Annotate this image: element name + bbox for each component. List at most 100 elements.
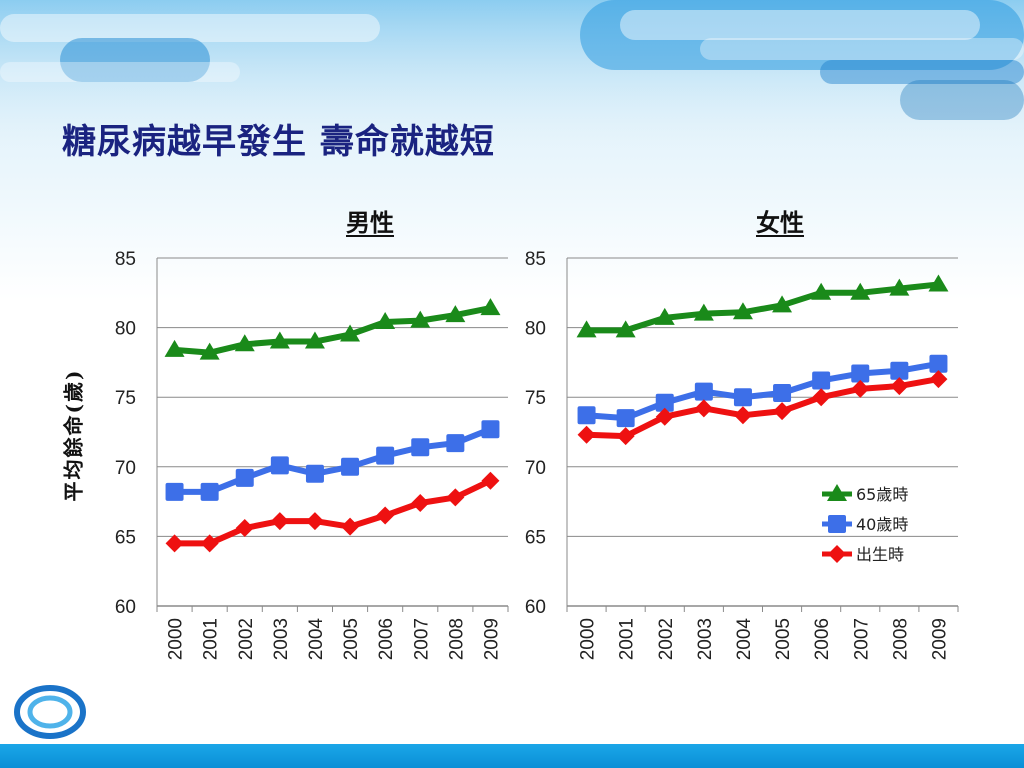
data-point-65: [615, 320, 636, 338]
data-point-65: [889, 278, 910, 296]
data-point-birth: [200, 534, 219, 553]
data-point-birth: [733, 406, 752, 425]
data-point-40: [341, 457, 360, 476]
data-point-40: [481, 420, 500, 439]
x-tick-label: 2000: [166, 618, 187, 660]
x-tick-label: 2005: [341, 618, 362, 660]
slide-title: 糖尿病越早發生 壽命就越短: [62, 122, 495, 162]
data-point-65: [928, 274, 949, 292]
y-tick-label: 75: [115, 388, 136, 409]
data-point-birth: [235, 519, 254, 538]
data-point-65: [164, 339, 185, 357]
x-tick-label: 2007: [411, 618, 432, 660]
x-tick-label: 2008: [446, 618, 467, 660]
data-point-birth: [929, 370, 948, 389]
series-line-65: [171, 305, 494, 356]
data-point-birth: [376, 506, 395, 525]
x-tick-label: 2007: [851, 618, 872, 660]
data-point-40: [655, 393, 674, 412]
y-tick-label: 80: [115, 319, 136, 340]
data-point-65: [304, 331, 325, 349]
data-point-65: [445, 305, 466, 323]
data-point-65: [732, 302, 753, 320]
data-point-40: [577, 406, 596, 425]
chart-title-male: 男性: [346, 208, 394, 237]
y-tick-label: 80: [525, 319, 546, 340]
x-tick-label: 2002: [236, 618, 257, 660]
data-point-65: [693, 303, 714, 321]
series-40: [577, 354, 948, 428]
data-point-65: [576, 320, 597, 338]
legend-label: 65歲時: [856, 485, 908, 504]
x-tick-label: 2008: [890, 618, 911, 660]
data-point-birth: [616, 427, 635, 446]
data-point-65: [772, 295, 793, 313]
x-tick-label: 2004: [306, 618, 327, 661]
data-point-40: [376, 446, 395, 465]
data-point-birth: [577, 425, 596, 444]
data-point-birth: [411, 493, 430, 512]
data-point-birth: [446, 488, 465, 507]
data-point-40: [270, 456, 289, 475]
legend-label: 40歲時: [856, 515, 908, 534]
y-tick-label: 60: [115, 597, 136, 618]
data-point-birth: [165, 534, 184, 553]
series-65: [576, 274, 949, 338]
x-tick-label: 2009: [929, 618, 950, 660]
legend-marker: [828, 515, 846, 533]
series-line-40: [583, 360, 942, 422]
data-point-65: [480, 298, 501, 316]
x-tick-label: 2000: [578, 618, 599, 660]
series-birth: [577, 370, 948, 446]
data-point-birth: [341, 517, 360, 536]
data-point-40: [929, 354, 948, 373]
y-tick-label: 60: [525, 597, 546, 618]
data-point-40: [773, 384, 792, 403]
y-tick-label: 75: [525, 388, 546, 409]
data-point-birth: [481, 471, 500, 490]
x-tick-label: 2006: [812, 618, 833, 660]
data-point-40: [694, 382, 713, 401]
data-point-65: [850, 282, 871, 300]
data-point-40: [851, 364, 870, 383]
data-point-birth: [773, 402, 792, 421]
x-tick-label: 2002: [656, 618, 677, 660]
data-point-birth: [812, 388, 831, 407]
data-point-birth: [694, 399, 713, 418]
x-tick-label: 2009: [481, 618, 502, 660]
y-tick-label: 65: [115, 527, 136, 548]
data-point-40: [812, 371, 831, 390]
x-tick-label: 2003: [695, 618, 716, 660]
series-line-65: [583, 281, 942, 334]
data-point-40: [165, 482, 184, 501]
data-point-birth: [655, 407, 674, 426]
logo-icon: [14, 685, 86, 739]
legend-marker: [827, 484, 847, 501]
x-tick-label: 2003: [271, 618, 292, 660]
series-line-birth: [583, 376, 942, 440]
data-point-40: [200, 482, 219, 501]
data-point-65: [375, 312, 396, 330]
x-tick-label: 2004: [734, 618, 755, 661]
y-tick-label: 70: [525, 458, 546, 479]
data-point-birth: [851, 379, 870, 398]
data-point-40: [616, 409, 635, 428]
data-point-65: [654, 307, 675, 325]
data-point-40: [305, 464, 324, 483]
data-point-birth: [270, 512, 289, 531]
data-point-birth: [890, 377, 909, 396]
data-point-65: [340, 324, 361, 342]
data-point-65: [234, 334, 255, 352]
series-birth: [165, 471, 500, 553]
data-point-40: [446, 434, 465, 453]
y-tick-label: 85: [525, 249, 546, 270]
footer-bar: [0, 744, 1024, 768]
data-point-65: [269, 331, 290, 349]
chart-title-female: 女性: [756, 208, 804, 237]
x-tick-label: 2005: [773, 618, 794, 660]
series-65: [164, 298, 501, 360]
data-point-65: [410, 310, 431, 328]
